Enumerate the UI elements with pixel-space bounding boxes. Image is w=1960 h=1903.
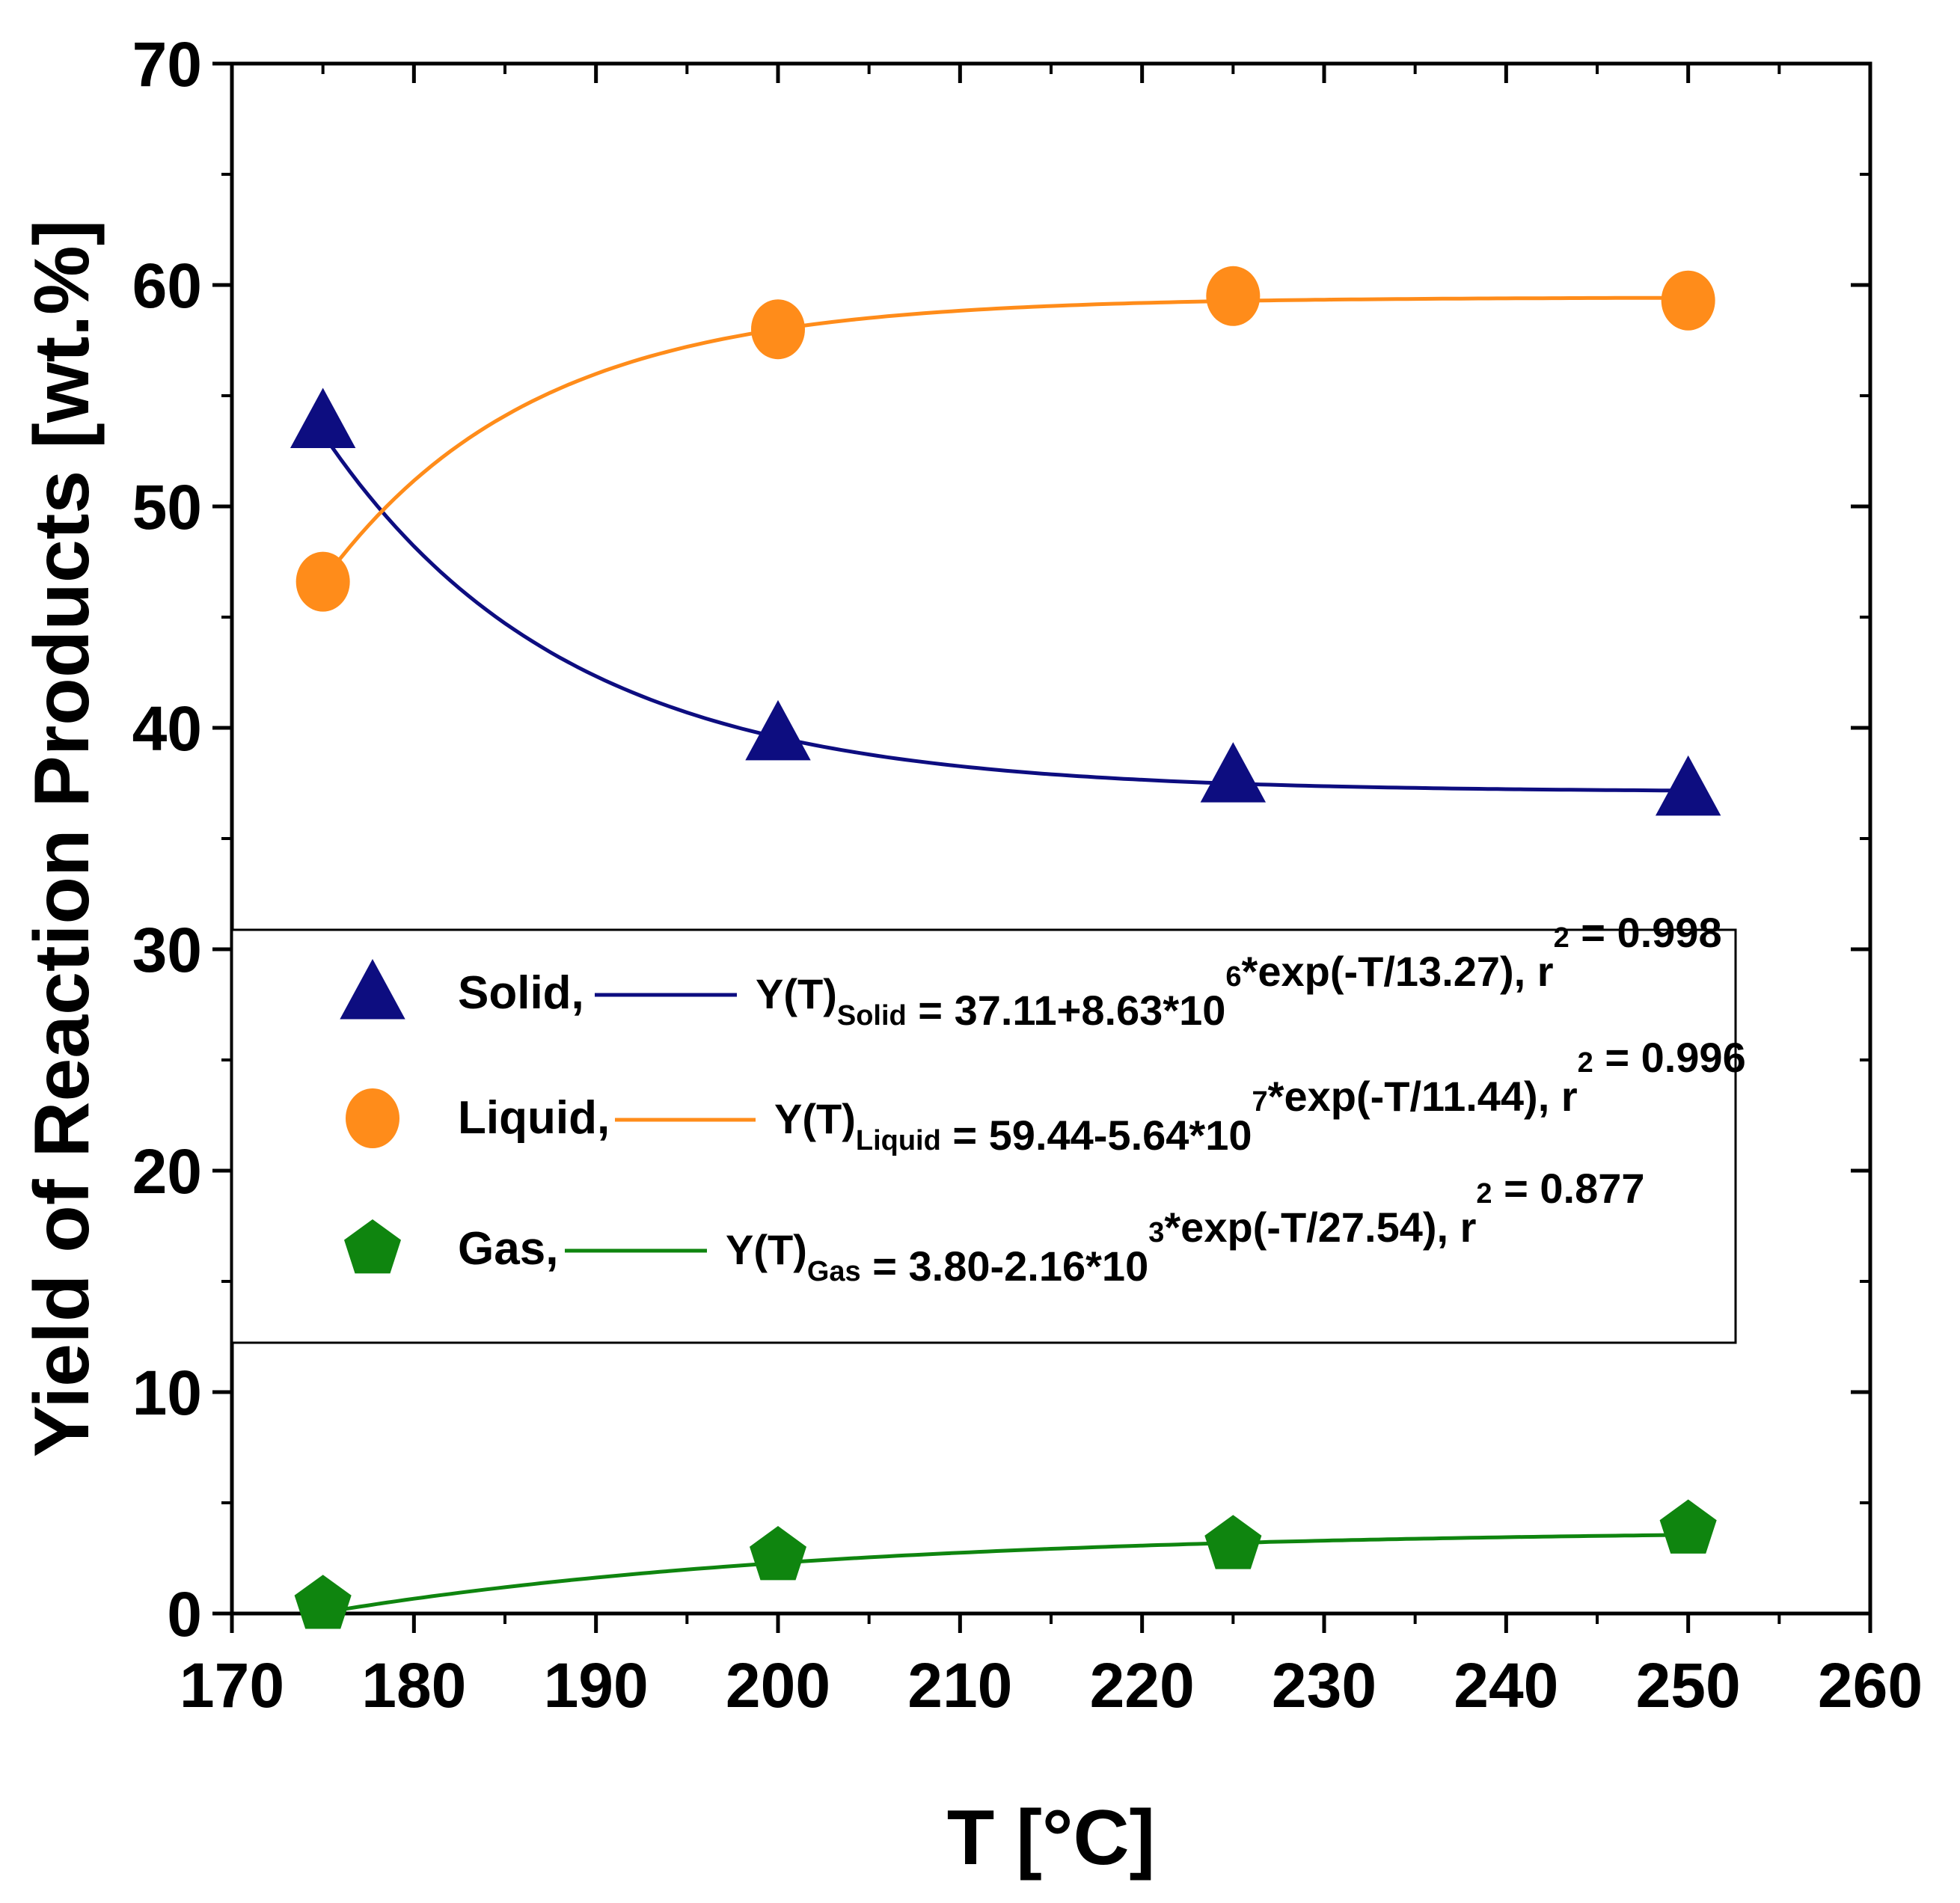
x-tick-label: 260 bbox=[1818, 1650, 1923, 1720]
legend-equation-gas: Y(T)Gas = 3.80-2.16*103*exp(-T/27.54), r… bbox=[726, 1165, 1645, 1290]
x-axis-title: T [°C] bbox=[947, 1795, 1155, 1881]
data-point-solid bbox=[1200, 742, 1267, 803]
y-tick-label: 40 bbox=[132, 693, 202, 764]
fit-line-solid bbox=[321, 432, 1688, 793]
equation-text: = 3.80-2.16*10 bbox=[861, 1242, 1149, 1290]
equation-sub: Solid bbox=[837, 1000, 907, 1032]
data-point-solid bbox=[1655, 755, 1721, 816]
data-point-gas bbox=[750, 1526, 806, 1581]
y-tick-label: 20 bbox=[132, 1136, 202, 1207]
equation-text: *exp(-T/11.44), r bbox=[1268, 1073, 1578, 1120]
data-point-solid bbox=[290, 387, 356, 449]
data-point-gas bbox=[1659, 1499, 1717, 1554]
data-point-liquid bbox=[1661, 270, 1715, 331]
equation-sub: Liquid bbox=[856, 1125, 941, 1156]
equation-sup: 2 bbox=[1554, 922, 1569, 954]
legend-equation-liquid: Y(T)Liquid = 59.44-5.64*107*exp(-T/11.44… bbox=[774, 1034, 1746, 1159]
legend-box bbox=[230, 928, 1737, 1344]
equation-text: Y(T) bbox=[756, 970, 837, 1017]
data-point-gas bbox=[294, 1575, 352, 1629]
y-tick-label: 30 bbox=[132, 915, 202, 985]
legend-symbol-liquid bbox=[346, 1088, 399, 1148]
legend-symbol-solid bbox=[340, 959, 405, 1020]
equation-sup: 6 bbox=[1225, 961, 1241, 993]
legend-symbol-gas bbox=[344, 1219, 401, 1274]
equation-text: = 0.877 bbox=[1492, 1165, 1645, 1212]
equation-sup: 2 bbox=[1578, 1047, 1593, 1079]
legend-label-liquid: Liquid, bbox=[458, 1092, 610, 1144]
legend-equation-solid: Y(T)Solid = 37.11+8.63*106*exp(-T/13.27)… bbox=[756, 909, 1722, 1034]
equation-sub: Gas bbox=[807, 1256, 861, 1287]
legend-label-gas: Gas, bbox=[458, 1223, 558, 1275]
data-point-liquid bbox=[1206, 266, 1261, 326]
legend: Solid, Y(T)Solid = 37.11+8.63*106*exp(-T/… bbox=[230, 909, 1746, 1344]
fit-line-gas bbox=[322, 1533, 1688, 1615]
x-tick-label: 230 bbox=[1272, 1650, 1376, 1720]
equation-sup: 7 bbox=[1252, 1086, 1268, 1118]
data-point-liquid bbox=[295, 551, 350, 612]
equation-sup: 3 bbox=[1148, 1217, 1164, 1248]
x-tick-label: 200 bbox=[726, 1650, 830, 1720]
fit-curves bbox=[321, 295, 1688, 1615]
x-tick-label: 220 bbox=[1090, 1650, 1195, 1720]
x-tick-label: 250 bbox=[1636, 1650, 1741, 1720]
data-point-gas bbox=[1204, 1515, 1262, 1569]
equation-text: *exp(-T/27.54), r bbox=[1164, 1204, 1476, 1251]
x-tick-label: 180 bbox=[361, 1650, 466, 1720]
x-tick-label: 170 bbox=[180, 1650, 284, 1720]
y-tick-label: 60 bbox=[132, 251, 202, 321]
equation-text: Y(T) bbox=[726, 1226, 807, 1273]
fit-line-liquid bbox=[321, 295, 1688, 583]
y-tick-label: 10 bbox=[132, 1358, 202, 1428]
equation-text: = 59.44-5.64*10 bbox=[941, 1112, 1252, 1159]
equation-sup: 2 bbox=[1476, 1178, 1492, 1210]
equation-text: = 37.11+8.63*10 bbox=[907, 987, 1226, 1034]
equation-text: *exp(-T/13.27), r bbox=[1242, 948, 1554, 995]
y-axis-ticks: 0 10 20 30 40 50 60 70 bbox=[132, 29, 1870, 1649]
y-tick-label: 70 bbox=[132, 29, 202, 99]
equation-text: Y(T) bbox=[774, 1095, 856, 1142]
data-markers bbox=[290, 266, 1721, 1629]
x-tick-label: 210 bbox=[907, 1650, 1012, 1720]
y-tick-label: 0 bbox=[167, 1579, 202, 1649]
data-point-liquid bbox=[751, 299, 805, 360]
equation-text: = 0.998 bbox=[1569, 909, 1722, 956]
y-axis-title: Yield of Reaction Products [wt.%] bbox=[19, 220, 105, 1458]
legend-label-solid: Solid, bbox=[458, 967, 584, 1019]
x-axis-ticks: 170 180 190 200 210 220 230 240 250 260 bbox=[180, 64, 1923, 1720]
data-point-solid bbox=[745, 699, 811, 761]
x-tick-label: 240 bbox=[1454, 1650, 1558, 1720]
equation-text: = 0.996 bbox=[1593, 1034, 1746, 1081]
y-tick-label: 50 bbox=[132, 472, 202, 542]
x-tick-label: 190 bbox=[544, 1650, 649, 1720]
